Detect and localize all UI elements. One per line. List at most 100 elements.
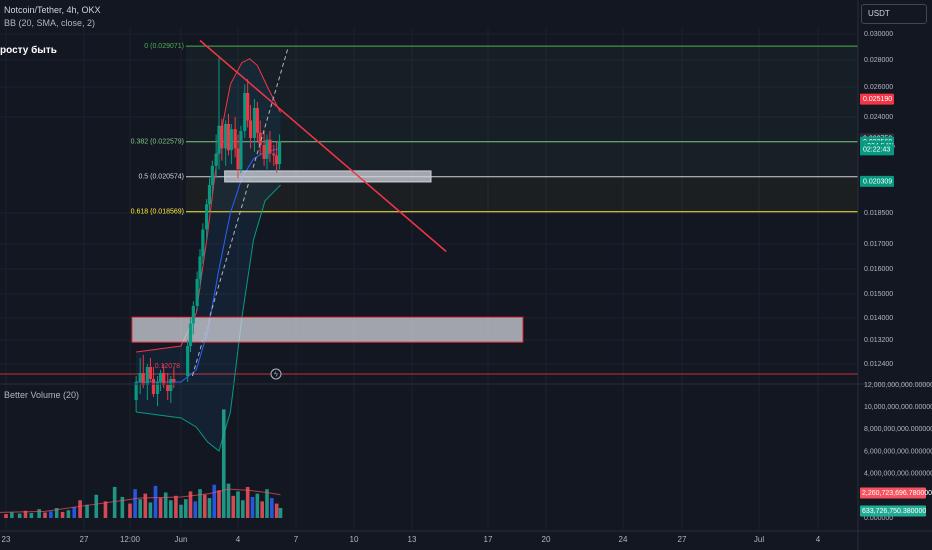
volume-bar [143, 493, 148, 518]
volume-bar [4, 514, 8, 518]
volume-bar [260, 501, 264, 518]
volume-bar [23, 510, 28, 518]
price-badge [860, 144, 894, 156]
candle-body [191, 306, 195, 324]
volume-bar [138, 499, 142, 518]
fib-level-label: 0.618 (0.018569) [131, 209, 184, 216]
candle-body [195, 279, 199, 306]
price-zone-box [131, 316, 524, 343]
time-axis-tick-label: 10 [350, 535, 359, 544]
time-axis-tick-label: 4 [816, 535, 821, 544]
volume-bar [188, 491, 193, 518]
volume-bar [158, 498, 163, 518]
time-axis-tick-label: 24 [619, 535, 628, 544]
price-axis-tick-label: 0.028000 [864, 57, 893, 64]
volume-bar [217, 490, 221, 518]
candle-body [265, 139, 269, 159]
price-axis-tick-label: 0.014000 [864, 315, 893, 322]
volume-bar [85, 504, 89, 518]
candle-body [262, 144, 266, 159]
candle-body [166, 385, 170, 391]
candle-body [272, 153, 276, 156]
price-zone-box [224, 170, 432, 183]
candle-body [226, 123, 231, 151]
candle-body [252, 108, 257, 138]
fib-partial-label: 0.12078 [155, 363, 180, 370]
price-badge-label: 0.020309 [863, 178, 892, 185]
time-axis-tick-label: 27 [80, 535, 89, 544]
volume-bar [198, 489, 202, 518]
trendline-dashed-uptrend [191, 46, 289, 377]
volume-bar [278, 508, 283, 518]
time-axis-tick-label: 27 [678, 535, 687, 544]
price-axis-tick-label: 0.013200 [864, 337, 893, 344]
volume-badge-label: 633,726,750.380000 [862, 508, 926, 515]
fib-zone-fill [186, 176, 858, 212]
fib-level-label: 0 (0.029071) [144, 43, 184, 50]
bollinger-band-fill [136, 58, 281, 451]
price-axis-tick-label: 0.012400 [864, 361, 893, 368]
volume-bar [270, 498, 274, 518]
candle-body [138, 373, 142, 382]
volume-axis-tick-label: 12,000,000,000.000000 [864, 382, 932, 389]
volume-bar [169, 500, 173, 518]
volume-indicator-title[interactable]: Better Volume (20) [4, 390, 80, 400]
candle-body [134, 382, 138, 400]
time-axis-tick-label: 17 [484, 535, 493, 544]
candle-body [258, 132, 262, 145]
volume-bar [60, 511, 65, 518]
candle-body [236, 148, 240, 170]
currency-selector[interactable]: USDT [861, 4, 927, 24]
candle-body [148, 367, 152, 379]
volume-bar [72, 506, 77, 518]
volume-bar [179, 504, 183, 518]
price-badge [860, 93, 894, 105]
volume-bar [265, 489, 269, 518]
volume-bar [163, 492, 168, 518]
price-badge [860, 175, 894, 187]
volume-bar [148, 502, 153, 518]
price-axis-tick-label: 0.026000 [864, 84, 893, 91]
candle-body [145, 367, 149, 385]
volume-bar [236, 491, 240, 518]
candle-body [169, 379, 173, 391]
candle-body [210, 165, 214, 186]
candle-body [233, 129, 237, 149]
fib-level-label: 0.382 (0.022579) [131, 139, 184, 146]
candle-body [205, 204, 209, 230]
candle-body [268, 139, 272, 154]
candle-body [207, 185, 212, 205]
candle-body [248, 120, 253, 138]
volume-bar [133, 489, 137, 518]
candle-body [186, 346, 190, 376]
volume-bar [250, 496, 255, 518]
candle-body [188, 323, 193, 346]
price-axis-tick-label: 0.015000 [864, 291, 893, 298]
volume-average-line [0, 488, 281, 513]
volume-bar [54, 508, 59, 518]
volume-bar [153, 485, 158, 518]
volume-bar [221, 409, 226, 518]
time-axis-tick-label: 12:00 [120, 535, 141, 544]
candle-body [275, 155, 279, 165]
volume-bar [10, 512, 14, 518]
volume-bar [241, 500, 245, 518]
volume-bar [274, 503, 279, 518]
time-axis-tick-label: 20 [542, 535, 551, 544]
volume-axis-tick-label: 4,000,000,000.000000 [864, 471, 932, 478]
candle-body [155, 382, 160, 394]
volume-bar [112, 486, 117, 518]
price-badge-label: 02:22:43 [863, 147, 890, 154]
volume-bar [245, 486, 250, 518]
volume-bar [78, 500, 82, 518]
volume-bar [128, 503, 132, 518]
volume-bar [120, 496, 125, 518]
candle-body [198, 256, 202, 279]
indicator-legend[interactable]: BB (20, SMA, close, 2) [4, 18, 96, 28]
volume-axis-tick-label: 10,000,000,000.000000 [864, 404, 932, 411]
candle-body [172, 379, 176, 382]
volume-bar [193, 501, 198, 518]
price-axis-tick-label: 0.030000 [864, 31, 893, 38]
